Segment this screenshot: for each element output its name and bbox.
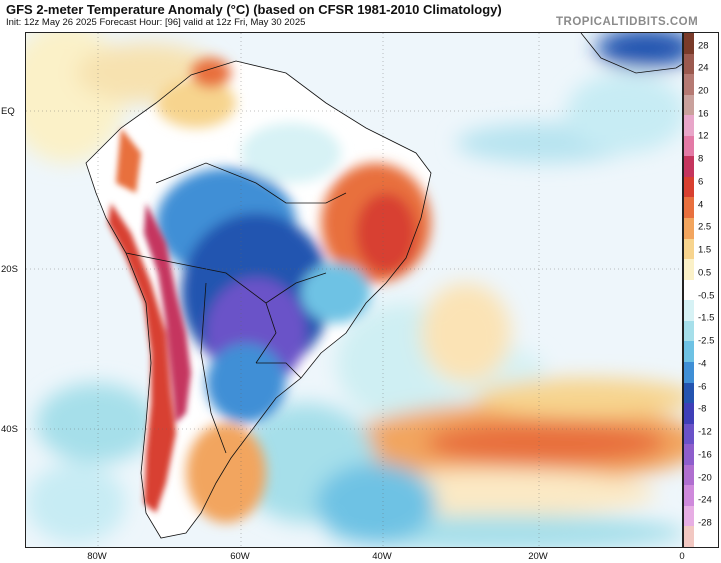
brand-watermark: TROPICALTIDBITS.COM — [556, 16, 699, 28]
legend-swatch — [684, 94, 694, 116]
legend-swatch — [684, 53, 694, 75]
lat-label-40s: 40S — [1, 424, 18, 435]
country-borders — [85, 33, 682, 539]
legend-label: -6 — [698, 381, 707, 393]
legend-label: -2.5 — [698, 335, 715, 347]
legend-label: -12 — [698, 426, 712, 438]
legend-label: 2.5 — [698, 221, 712, 233]
page-title: GFS 2-meter Temperature Anomaly (°C) (ba… — [6, 2, 502, 17]
legend-swatch — [684, 485, 694, 507]
legend-swatch — [684, 238, 694, 260]
legend-swatch — [684, 218, 694, 240]
legend-swatch — [684, 115, 694, 137]
map-canvas — [26, 33, 682, 547]
legend-swatch — [684, 320, 694, 342]
legend-label: -20 — [698, 472, 712, 484]
legend-swatch — [684, 464, 694, 486]
anomaly-map — [25, 32, 683, 548]
legend-swatch — [684, 197, 694, 219]
legend-swatch — [684, 382, 694, 404]
legend-label: 24 — [698, 62, 709, 74]
legend-label: 1.5 — [698, 244, 712, 256]
forecast-info: Init: 12z May 26 2025 Forecast Hour: [96… — [6, 17, 306, 28]
lon-label-0: 0 — [679, 551, 685, 562]
lon-label-40w: 40W — [372, 551, 392, 562]
legend-swatch — [684, 361, 694, 383]
legend-label: 20 — [698, 85, 709, 97]
legend-label: 16 — [698, 108, 709, 120]
legend-label: -28 — [698, 517, 712, 529]
legend-label: 28 — [698, 40, 709, 51]
lon-label-20w: 20W — [528, 551, 548, 562]
legend-swatch — [684, 176, 694, 198]
lon-label-80w: 80W — [87, 551, 107, 562]
color-scale-legend: 28 24 20 16 12 8 6 4 2.5 1.5 0.5 -0.5 -1.5 -2.5 -4 -6 -8… — [683, 32, 719, 548]
lon-label-60w: 60W — [230, 551, 250, 562]
legend-label: 6 — [698, 176, 704, 188]
south-america-landmass — [86, 58, 431, 538]
graticule — [26, 33, 682, 547]
legend-swatch — [684, 444, 694, 466]
lat-label-20s: 20S — [1, 264, 18, 275]
ocean-anomaly-field — [26, 33, 682, 547]
legend-swatch — [684, 74, 694, 96]
legend-swatch — [684, 135, 694, 157]
legend-swatch — [684, 341, 694, 363]
legend-swatch — [684, 156, 694, 178]
legend-label: 4 — [698, 199, 704, 211]
legend-label: 12 — [698, 130, 709, 142]
legend-label: -0.5 — [698, 290, 715, 302]
legend-swatch — [684, 526, 694, 548]
legend-label: 8 — [698, 153, 704, 165]
legend-swatch — [684, 505, 694, 527]
lat-label-eq: EQ — [1, 106, 15, 117]
legend-swatch — [684, 423, 694, 445]
legend-label: -16 — [698, 449, 712, 461]
legend-label: -4 — [698, 358, 707, 370]
legend-swatch — [684, 279, 694, 301]
legend-swatch — [684, 259, 694, 281]
legend-label: -1.5 — [698, 312, 715, 324]
legend-swatch — [684, 300, 694, 322]
legend-label: 0.5 — [698, 267, 712, 279]
legend-swatch — [684, 403, 694, 425]
legend-swatch — [684, 33, 694, 55]
legend-label: -8 — [698, 403, 707, 415]
legend-label: -24 — [698, 494, 712, 506]
